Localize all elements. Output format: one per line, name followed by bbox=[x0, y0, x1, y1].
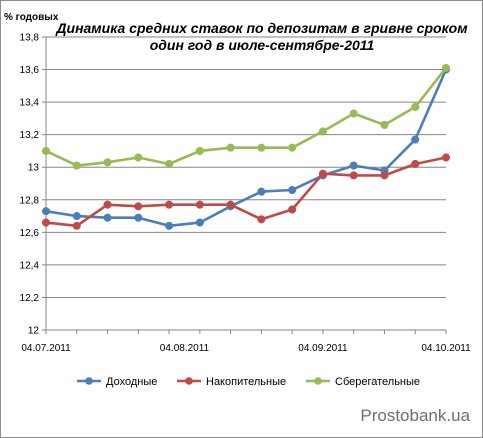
series-line bbox=[45, 69, 448, 228]
data-point bbox=[226, 143, 235, 152]
y-tick-label: 12 bbox=[28, 326, 40, 337]
x-tick-labels: 04.07.2011 04.08.2011 04.09.2011 04.10.2011 bbox=[21, 343, 471, 354]
data-point bbox=[288, 143, 297, 152]
series-line bbox=[45, 156, 447, 228]
legend-item: Сберегательные bbox=[306, 376, 420, 388]
data-point bbox=[257, 215, 266, 224]
data-point bbox=[288, 185, 297, 195]
data-point bbox=[349, 171, 358, 180]
data-point bbox=[103, 213, 112, 222]
y-tick-label: 13,4 bbox=[20, 98, 40, 109]
data-point bbox=[134, 213, 143, 222]
legend-swatch-marker bbox=[85, 377, 93, 385]
x-tick-label: 04.09.2011 bbox=[298, 343, 348, 354]
legend-swatch-marker bbox=[185, 377, 193, 385]
y-tick-label: 12,2 bbox=[20, 293, 40, 304]
data-point bbox=[411, 135, 420, 144]
series-3 bbox=[41, 63, 451, 170]
y-tick-label: 12,4 bbox=[20, 260, 40, 271]
data-point bbox=[411, 102, 420, 112]
data-point bbox=[134, 202, 143, 211]
data-point bbox=[195, 200, 204, 209]
y-tick-label: 12,8 bbox=[20, 195, 40, 206]
series-2 bbox=[41, 153, 451, 230]
data-point bbox=[318, 127, 327, 136]
data-point bbox=[72, 221, 81, 230]
data-point bbox=[41, 207, 51, 216]
data-point bbox=[165, 200, 174, 209]
y-tick-label: 13 bbox=[28, 163, 40, 174]
legend-label: Сберегательные bbox=[335, 376, 420, 388]
chart-title-line-1: Динамика средних ставок по депозитам в г… bbox=[55, 20, 468, 36]
y-axis-label: % годовых bbox=[4, 12, 59, 23]
data-point bbox=[72, 212, 81, 221]
data-point bbox=[41, 146, 51, 155]
legend-item: Накопительные bbox=[177, 376, 286, 388]
data-point bbox=[318, 169, 327, 178]
data-point bbox=[134, 153, 143, 162]
data-point bbox=[257, 187, 266, 196]
x-tick-label: 04.08.2011 bbox=[160, 343, 210, 354]
gridlines bbox=[46, 36, 446, 298]
y-tick-labels: 12 12,2 12,4 12,6 12,8 13 13,2 13,4 13,6 13,8 bbox=[20, 33, 40, 337]
y-tick-label: 13,6 bbox=[20, 65, 40, 76]
series-line bbox=[45, 67, 448, 167]
legend: Доходные Накопительные Сберегательные bbox=[77, 376, 420, 388]
series-lines bbox=[41, 63, 451, 230]
watermark: Prostobank.ua bbox=[360, 406, 470, 425]
legend-label: Доходные bbox=[106, 376, 157, 388]
data-point bbox=[195, 146, 204, 155]
y-tick-label: 13,8 bbox=[20, 33, 40, 44]
data-point bbox=[411, 159, 420, 169]
legend-swatch-marker bbox=[314, 377, 322, 385]
data-point bbox=[380, 120, 389, 129]
legend-item: Доходные bbox=[77, 376, 157, 388]
y-tick-label: 13,2 bbox=[20, 130, 40, 141]
axes bbox=[42, 36, 447, 334]
data-point bbox=[380, 171, 389, 180]
data-point bbox=[165, 159, 174, 169]
data-point bbox=[165, 221, 174, 230]
y-tick-label: 12,6 bbox=[20, 228, 40, 239]
data-point bbox=[226, 200, 235, 209]
data-point bbox=[349, 161, 358, 170]
x-tick-label: 04.10.2011 bbox=[421, 343, 471, 354]
data-point bbox=[441, 153, 451, 162]
data-point bbox=[441, 63, 451, 72]
data-point bbox=[72, 161, 81, 170]
chart-title-line-2: один год в июле-сентябре-2011 bbox=[150, 37, 375, 53]
data-point bbox=[103, 158, 112, 167]
data-point bbox=[349, 109, 358, 118]
data-point bbox=[41, 218, 51, 227]
data-point bbox=[195, 218, 204, 227]
x-tick-label: 04.07.2011 bbox=[21, 343, 71, 354]
data-point bbox=[103, 200, 112, 209]
data-point bbox=[288, 205, 297, 214]
legend-label: Накопительные bbox=[206, 376, 286, 388]
data-point bbox=[257, 143, 266, 152]
